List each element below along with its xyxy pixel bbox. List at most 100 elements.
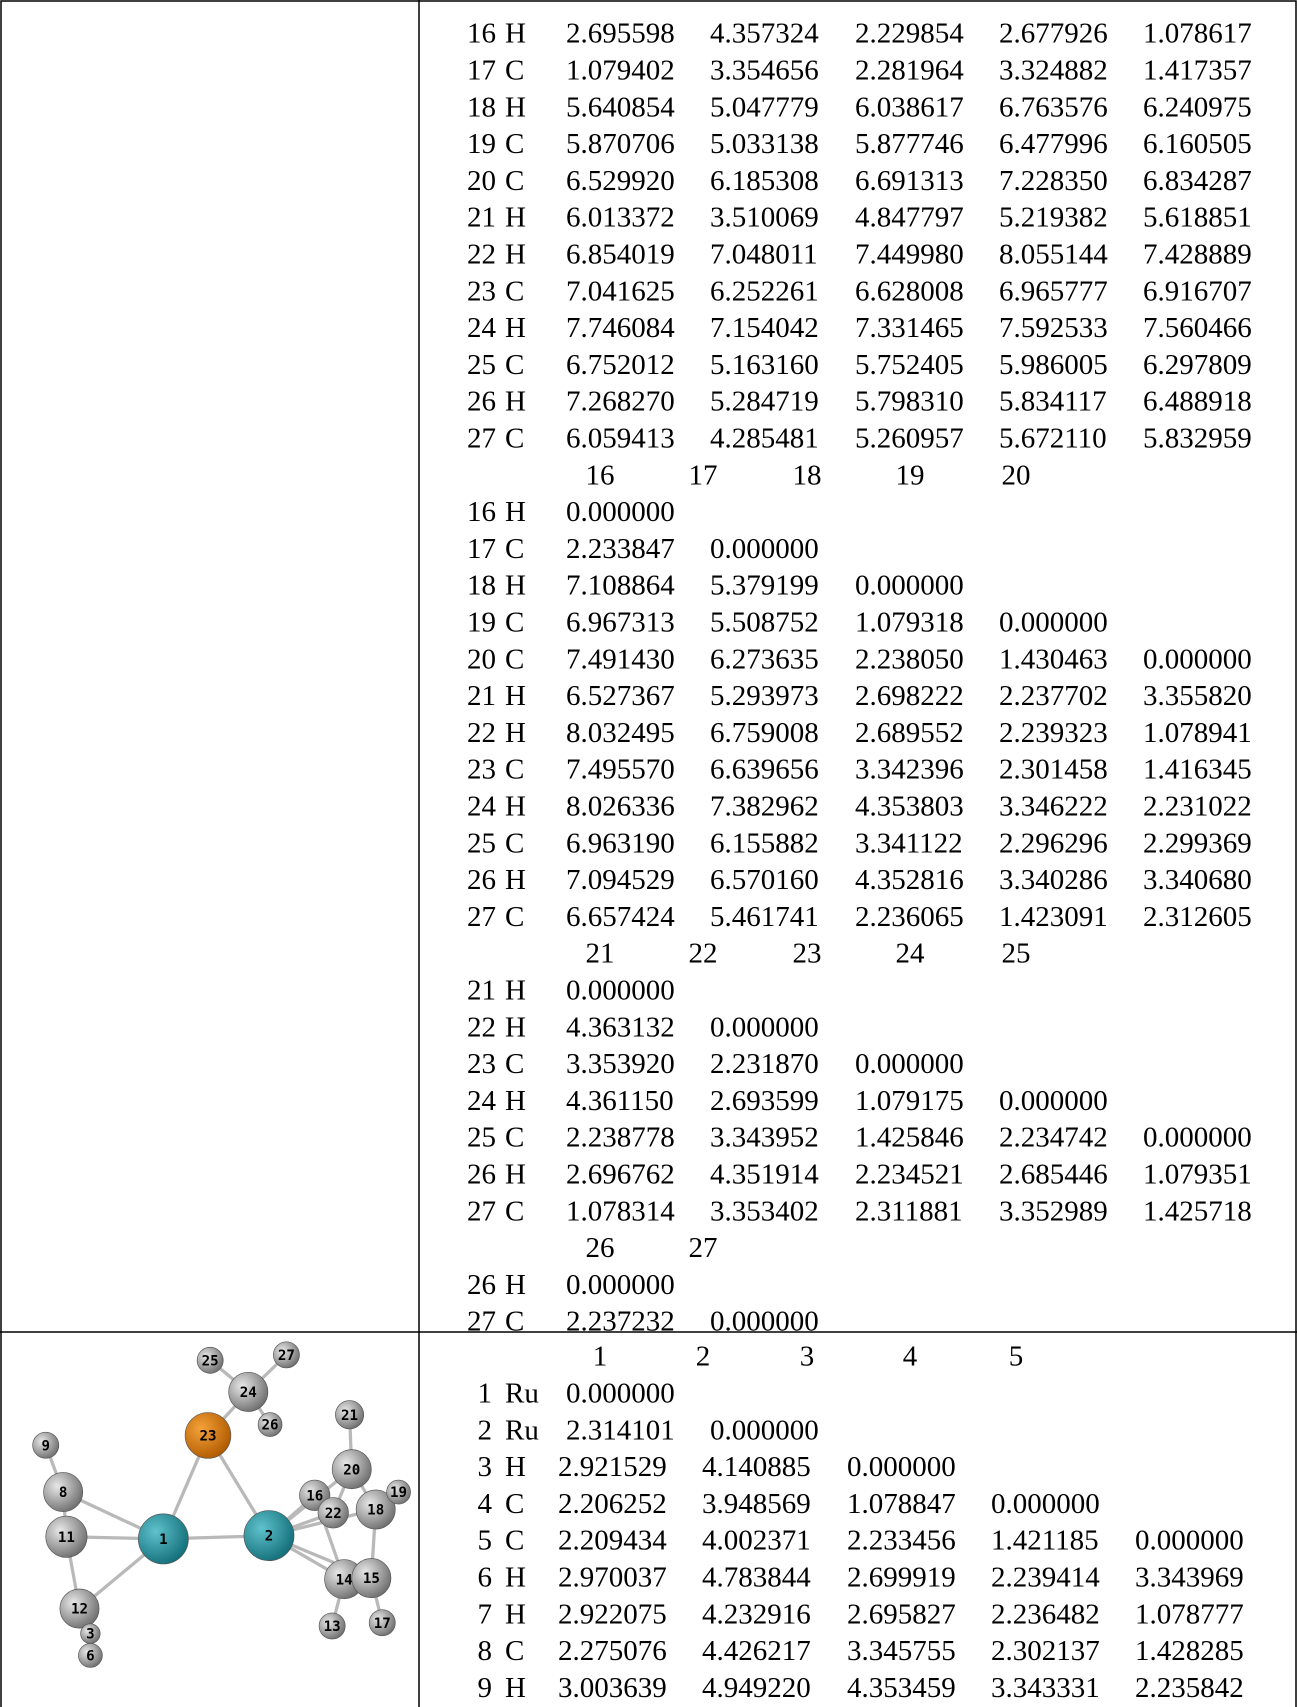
atom-index: 27	[467, 1306, 496, 1338]
column-header: 2	[696, 1341, 711, 1373]
distance-value: 1.078617	[1143, 18, 1252, 50]
distance-value: 7.268270	[566, 386, 675, 418]
atom-element: C	[505, 1195, 524, 1227]
atom-element: H	[505, 1085, 526, 1117]
atom-element: H	[505, 386, 526, 418]
distance-value: 5.877746	[855, 128, 964, 160]
distance-value: 6.657424	[566, 901, 675, 933]
distance-value: 7.154042	[710, 312, 819, 344]
atom-element: H	[505, 18, 526, 50]
atom-index: 3	[478, 1451, 493, 1483]
table-row: 123451Ru0.0000002Ru2.3141010.0000003H2.9…	[478, 1341, 1244, 1704]
distance-value: 2.233456	[847, 1525, 956, 1557]
column-header: 1	[593, 1341, 608, 1373]
column-header: 18	[793, 459, 822, 491]
distance-value: 0.000000	[991, 1488, 1100, 1520]
distance-value: 3.343969	[1135, 1561, 1244, 1593]
distance-value: 3.340286	[999, 864, 1108, 896]
distance-value: 8.026336	[566, 790, 675, 822]
atom-element: C	[505, 165, 524, 197]
distance-value: 4.426217	[702, 1635, 811, 1667]
atom-index: 5	[478, 1525, 493, 1557]
distance-value: 4.351914	[710, 1158, 819, 1190]
atom-element: H	[505, 790, 526, 822]
atom-index: 24	[467, 790, 497, 822]
atom-index: 6	[478, 1561, 493, 1593]
atom-index: 17	[467, 54, 496, 86]
atom-index: 25	[467, 349, 496, 381]
atom-label: 3	[86, 1627, 95, 1643]
distance-value: 7.228350	[999, 165, 1108, 197]
atom-index: 21	[467, 680, 496, 712]
table-row: 16H2.6955984.3573242.2298542.6779261.078…	[467, 18, 1252, 1338]
atom-label: 27	[278, 1348, 295, 1364]
atom-element: H	[505, 974, 526, 1006]
atom-label: 23	[199, 1429, 216, 1445]
atom-index: 24	[467, 312, 497, 344]
atom-element: H	[505, 717, 526, 749]
atom-index: 18	[467, 91, 496, 123]
atom-label: 20	[343, 1462, 360, 1478]
atom-index: 8	[478, 1635, 493, 1667]
distance-value: 5.832959	[1143, 422, 1252, 454]
distance-value: 5.219382	[999, 202, 1108, 234]
distance-value: 4.352816	[855, 864, 964, 896]
distance-value: 2.236482	[991, 1598, 1100, 1630]
distance-value: 6.763576	[999, 91, 1108, 123]
distance-value: 5.284719	[710, 386, 819, 418]
column-header: 24	[896, 938, 926, 970]
distance-value: 0.000000	[1143, 643, 1252, 675]
distance-value: 1.430463	[999, 643, 1108, 675]
distance-value: 1.425718	[1143, 1195, 1252, 1227]
distance-value: 6.752012	[566, 349, 675, 381]
distance-value: 0.000000	[999, 606, 1108, 638]
atom-index: 16	[467, 18, 496, 50]
column-header: 26	[586, 1232, 615, 1264]
column-header: 3	[800, 1341, 815, 1373]
atom-element: C	[505, 275, 524, 307]
distance-value: 1.417357	[1143, 54, 1252, 86]
distance-value: 7.491430	[566, 643, 675, 675]
atom-label: 22	[325, 1506, 342, 1522]
distance-value: 1.079402	[566, 54, 675, 86]
distance-value: 6.854019	[566, 238, 675, 270]
distance-value: 6.185308	[710, 165, 819, 197]
distance-value: 2.695827	[847, 1598, 956, 1630]
atom-element: H	[505, 312, 526, 344]
atom-index: 7	[478, 1598, 493, 1630]
distance-value: 2.699919	[847, 1561, 956, 1593]
distance-value: 0.000000	[566, 974, 675, 1006]
distance-value: 2.235842	[1135, 1672, 1244, 1704]
atom-index: 4	[478, 1488, 493, 1520]
atom-index: 24	[467, 1085, 497, 1117]
atom-index: 1	[478, 1377, 493, 1409]
distance-value: 7.560466	[1143, 312, 1252, 344]
distance-value: 5.163160	[710, 349, 819, 381]
distance-value: 3.340680	[1143, 864, 1252, 896]
distance-value: 0.000000	[710, 1306, 819, 1338]
distance-value: 6.834287	[1143, 165, 1252, 197]
distance-value: 1.078314	[566, 1195, 675, 1227]
distance-value: 3.343952	[710, 1122, 819, 1154]
distance-value: 7.094529	[566, 864, 675, 896]
distance-value: 4.353803	[855, 790, 964, 822]
distance-value: 2.209434	[558, 1525, 667, 1557]
atom-index: 23	[467, 754, 496, 786]
distance-value: 2.698222	[855, 680, 964, 712]
atom-index: 9	[478, 1672, 493, 1704]
distance-value: 5.260957	[855, 422, 964, 454]
distance-value: 2.239323	[999, 717, 1108, 749]
atom-index: 19	[467, 606, 496, 638]
atom-element: C	[505, 901, 524, 933]
distance-value: 6.240975	[1143, 91, 1252, 123]
atom-label: 18	[367, 1503, 384, 1519]
distance-value: 1.079175	[855, 1085, 964, 1117]
distance-value: 0.000000	[710, 533, 819, 565]
distance-value: 4.285481	[710, 422, 819, 454]
distance-value: 3.346222	[999, 790, 1108, 822]
distance-value: 2.311881	[855, 1195, 963, 1227]
distance-value: 2.695598	[566, 18, 675, 50]
distance-value: 0.000000	[847, 1451, 956, 1483]
column-header: 17	[689, 459, 718, 491]
atom-index: 26	[467, 1158, 496, 1190]
